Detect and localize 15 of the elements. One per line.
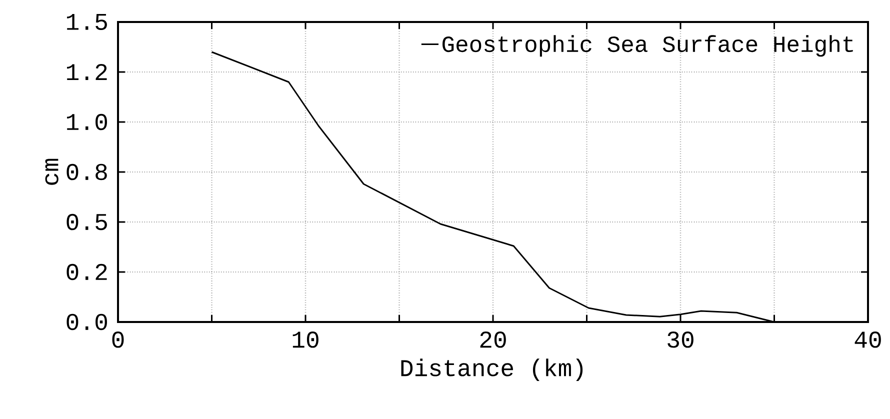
y-tick-label: 1.2 [67, 64, 107, 80]
y-tick-label: 0.0 [66, 314, 107, 330]
y-tick-label: 0.5 [66, 214, 107, 230]
y-axis-title: cm [45, 158, 58, 185]
y-tick-label: 0.8 [66, 164, 107, 180]
legend-label: Geostrophic Sea Surface Height [442, 35, 853, 57]
y-tick-label: 0.2 [66, 264, 107, 280]
x-tick-label: 0 [112, 332, 124, 348]
x-tick-label: 20 [480, 332, 506, 348]
y-tick-label: 1.0 [67, 114, 107, 130]
x-tick-label: 10 [292, 332, 318, 348]
x-axis-title: Distance (km) [401, 358, 583, 382]
y-tick-label: 1.5 [67, 14, 107, 30]
x-tick-label: 40 [854, 332, 881, 348]
x-tick-label: 30 [668, 332, 694, 348]
